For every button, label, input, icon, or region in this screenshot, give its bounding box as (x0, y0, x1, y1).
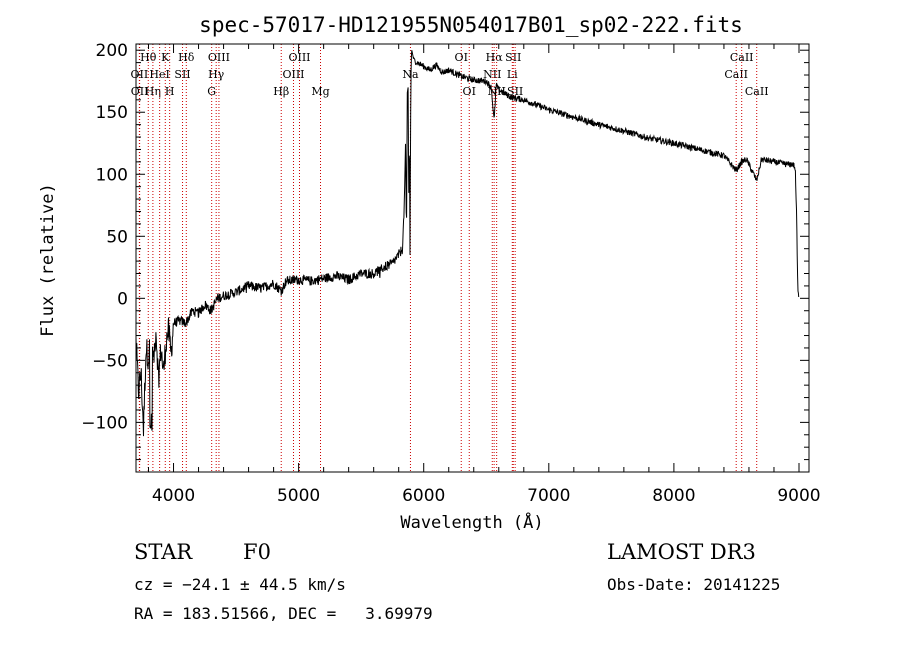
spectral-line-label: Mg (311, 85, 329, 98)
spectral-line-label: Hη (145, 85, 161, 98)
x-tick-label: 7000 (527, 486, 570, 506)
x-tick-label: 9000 (777, 486, 820, 506)
spectral-line-label: CaII (745, 85, 769, 98)
x-axis-label: Wavelength (Å) (400, 511, 543, 533)
spectral-line-label: G (207, 85, 216, 98)
object-subclass: F0 (243, 540, 271, 564)
y-axis-label: Flux (relative) (38, 183, 58, 337)
y-tick-label: −50 (92, 351, 128, 371)
ra-dec-coordinates: RA = 183.51566, DEC = 3.69979 (134, 604, 433, 623)
spectral-line-label: K (161, 51, 170, 64)
spectral-line-label: Li (507, 68, 518, 81)
x-tick-label: 8000 (652, 486, 695, 506)
spectral-line-label: OIII (288, 51, 310, 64)
y-tick-label: 200 (96, 41, 128, 61)
x-tick-label: 5000 (277, 486, 320, 506)
spectral-line-label: OI (455, 51, 468, 64)
spectral-line-label: CaII (730, 51, 754, 64)
chart-title: spec-57017-HD121955N054017B01_sp02-222.f… (199, 13, 743, 37)
spectral-line-label: SII (507, 85, 523, 98)
x-tick-label: 4000 (152, 486, 195, 506)
spectral-line-label: OII (131, 85, 149, 98)
spectral-line-label: SII (174, 68, 190, 81)
survey-name: LAMOST DR3 (607, 540, 756, 564)
spectral-line-label: Hα (486, 51, 504, 64)
x-tick-label: 6000 (402, 486, 445, 506)
redshift-velocity: cz = −24.1 ± 44.5 km/s (134, 575, 346, 594)
spectral-line-label: Hβ (273, 85, 289, 98)
object-class: STAR (134, 540, 193, 564)
spectral-line-label: NII (483, 68, 501, 81)
axis-ticks: 4000 5000 6000 7000 8000 9000 −100 −50 0 50 100 150… (81, 41, 820, 506)
spectral-line-label: CaII (724, 68, 748, 81)
spectral-line-label: OI (463, 85, 476, 98)
y-tick-label: −100 (81, 413, 128, 433)
spectral-line-label: SII (505, 51, 521, 64)
spectral-line-label: HeI (149, 68, 169, 81)
y-tick-label: 50 (106, 227, 128, 247)
spectral-line-markers: HθOIIOIIHηHeIKHSIIHδGHγOIIIHβOIIIOIIIMgN… (131, 44, 769, 472)
y-tick-label: 150 (96, 103, 128, 123)
spectral-line-label: Hγ (208, 68, 225, 81)
y-tick-label: 0 (117, 289, 128, 309)
observation-date: Obs-Date: 20141225 (607, 575, 781, 594)
spectral-line-label: OIII (282, 68, 304, 81)
plot-area-frame (135, 43, 810, 473)
spectrum-series-line (135, 50, 800, 437)
y-tick-label: 100 (96, 165, 128, 185)
spectral-line-label: H (165, 85, 175, 98)
spectral-line-label: Hθ (140, 51, 157, 64)
spectral-line-label: Hδ (178, 51, 195, 64)
spectral-line-label: OIII (208, 51, 230, 64)
